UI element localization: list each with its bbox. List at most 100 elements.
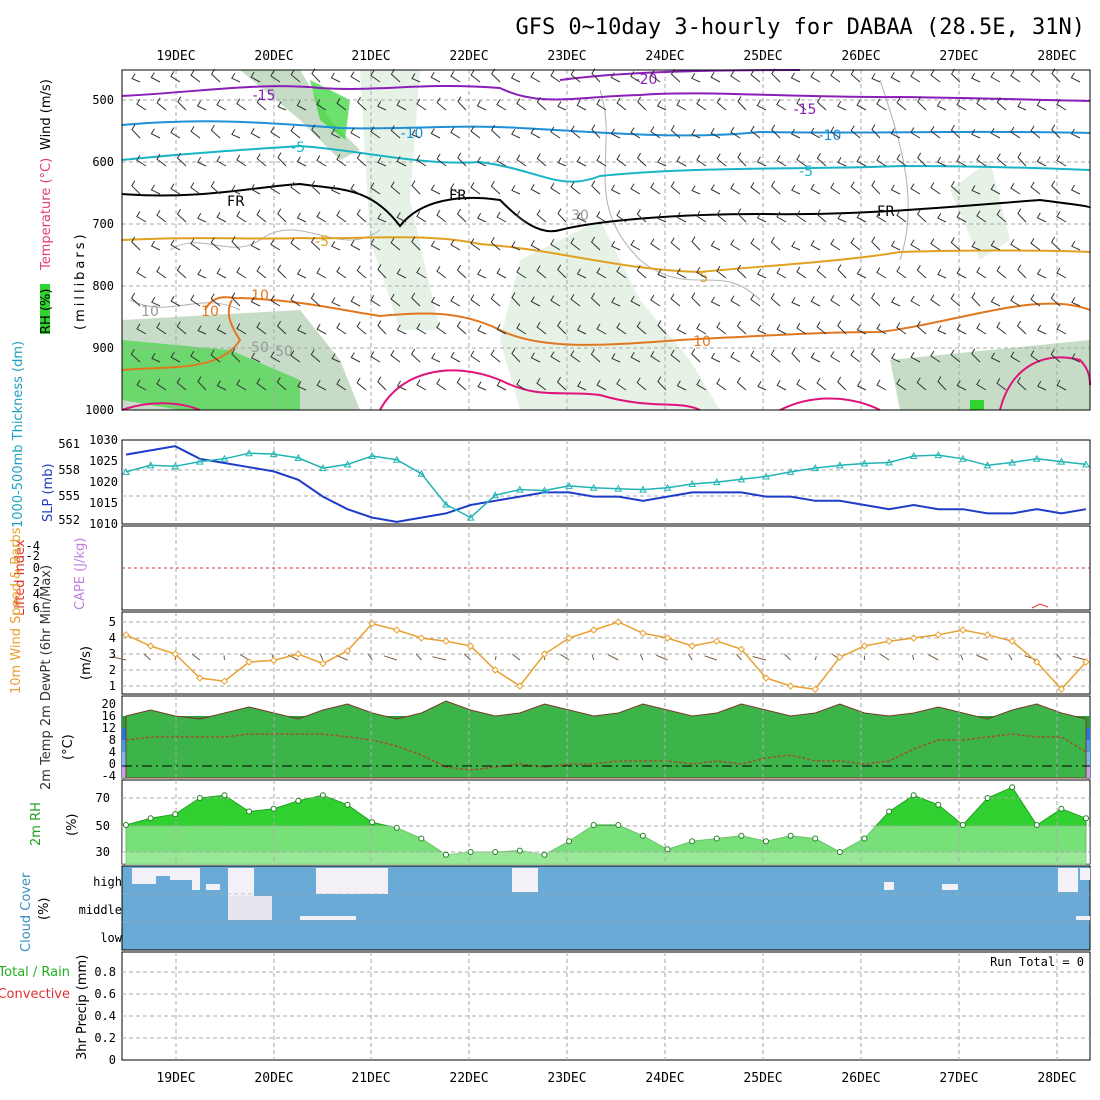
ylabel-wind10: 10m Wind Speed & Barbs xyxy=(9,527,24,694)
wind-barb xyxy=(1056,99,1067,111)
wind-barb xyxy=(776,99,787,111)
wind-barb xyxy=(530,184,541,195)
wind-barb xyxy=(810,71,821,83)
thickness-marker xyxy=(343,460,352,468)
wind-barb xyxy=(896,322,907,335)
thickness-marker xyxy=(516,485,524,493)
wind-barb xyxy=(796,210,807,223)
ylabel-temperature: Temperature (°C) xyxy=(39,158,54,271)
wind-barb xyxy=(1051,180,1061,195)
thickness-marker xyxy=(959,454,967,462)
wind-barb xyxy=(830,238,841,251)
precip-panel: Run Total = 0 0.8 0.6 0.4 0.2 0 Total / … xyxy=(0,951,1091,1067)
thickness-marker xyxy=(1057,457,1066,465)
wind-barb xyxy=(390,125,401,139)
wind-barb xyxy=(710,352,721,363)
temp2m-panel: 20 16 12 8 4 0 -4 2m Temp 2m DewPt (6hr … xyxy=(39,565,1091,790)
wind-barb xyxy=(190,350,201,363)
wind-barb xyxy=(996,97,1007,111)
rh2m-marker xyxy=(1083,815,1089,822)
wind-barb xyxy=(550,126,561,139)
lifted-ticks: -4 -2 0 2 4 6 xyxy=(26,539,40,615)
wind10-barb xyxy=(239,653,250,661)
wind-barb xyxy=(691,292,701,307)
wind-barb xyxy=(696,323,707,335)
wind-barb xyxy=(130,348,141,363)
wind-barb xyxy=(871,180,881,195)
wind10-marker xyxy=(565,634,573,642)
precip-tick: 0 xyxy=(109,1053,116,1067)
wind-barb xyxy=(816,265,827,279)
wind-barb xyxy=(576,156,587,167)
wind-barb xyxy=(976,210,987,223)
rh-legend-swatch xyxy=(40,284,50,334)
wind-barb xyxy=(630,239,641,251)
wind-barb xyxy=(370,182,381,195)
wind-barb xyxy=(890,184,901,195)
thickness-marker xyxy=(319,464,327,472)
slp-tick: 1025 xyxy=(89,454,118,468)
lifted-tick: 4 xyxy=(33,587,40,601)
wind-barb xyxy=(996,153,1007,167)
wind10-tick: 2 xyxy=(109,663,116,677)
wind-barb xyxy=(937,376,947,391)
wind-barb xyxy=(696,379,707,391)
contour-label: -5 xyxy=(291,140,305,156)
thickness-marker xyxy=(909,451,918,459)
wind10-marker xyxy=(146,642,155,650)
lifted-tick: 0 xyxy=(33,561,40,575)
ylabel-temp2m: 2m Temp 2m DewPt (6hr Min/Max) xyxy=(39,565,54,790)
wind-barb xyxy=(511,348,521,363)
wind-barb xyxy=(556,376,567,391)
wind-barb xyxy=(810,183,821,195)
wind-barb xyxy=(197,376,207,391)
lifted-index-panel: -4 -2 0 2 4 6 Lifted Index CAPE (J/kg) xyxy=(13,525,1091,616)
wind-barb xyxy=(396,212,407,223)
wind-barb xyxy=(890,72,901,83)
wind10-tick: 5 xyxy=(109,615,116,629)
wind10-marker xyxy=(836,653,844,661)
temp-tick: 0 xyxy=(109,757,116,771)
wind-barb xyxy=(756,212,767,223)
run-total-label: Run Total = 0 xyxy=(990,955,1084,969)
wind-barb xyxy=(937,269,947,279)
wind-barb xyxy=(410,348,421,363)
wind-barb xyxy=(611,353,621,363)
rh-tick: 50 xyxy=(96,819,110,833)
wind-barb xyxy=(1030,350,1041,363)
wind-barb xyxy=(676,155,687,167)
wind-barb xyxy=(476,212,487,223)
wind-barb xyxy=(691,73,701,83)
wind-barb xyxy=(930,350,941,363)
wind-barb xyxy=(971,185,981,195)
wind-barb xyxy=(1037,381,1047,391)
thickness-marker xyxy=(294,453,303,461)
wind-barb xyxy=(1010,351,1021,363)
wind-barb xyxy=(276,320,287,335)
rh2m-marker xyxy=(639,832,646,839)
wind-barb xyxy=(750,181,761,195)
wind-barb xyxy=(876,267,887,279)
wind-barb xyxy=(536,153,547,167)
wind-barb xyxy=(256,378,267,391)
wind-barb xyxy=(277,264,287,279)
wind-barb xyxy=(810,240,821,251)
wind-barb xyxy=(850,69,861,83)
wind-barb xyxy=(990,352,1001,363)
wind-barb xyxy=(936,156,947,167)
thickness-markers xyxy=(122,449,1090,521)
wind10-barb xyxy=(688,653,693,661)
wind-barb xyxy=(150,240,161,251)
rh2m-marker xyxy=(246,808,253,815)
wind-barb xyxy=(316,323,327,335)
wind-barb xyxy=(910,183,921,195)
rh2m-marker xyxy=(689,838,696,845)
wind-barb xyxy=(336,266,347,279)
wind-barb xyxy=(236,210,247,223)
contour-label: -15 xyxy=(253,88,276,104)
wind-barb xyxy=(837,264,847,279)
wind-barb xyxy=(231,129,241,139)
wind-barb xyxy=(456,264,467,279)
wind-barb xyxy=(856,99,867,111)
wind-barb xyxy=(377,100,387,111)
